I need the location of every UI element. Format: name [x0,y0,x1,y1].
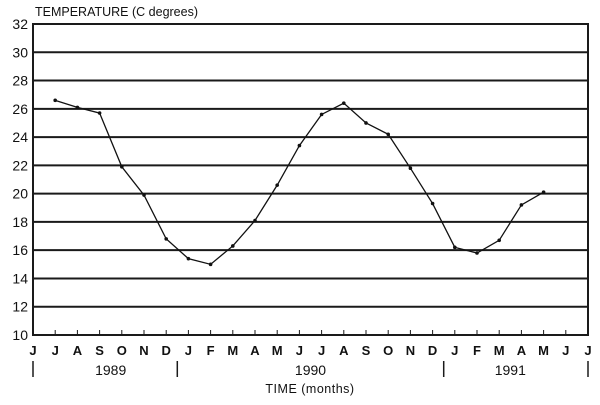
x-tick-label: M [227,343,238,358]
data-point-marker [208,262,213,267]
x-tick-label: A [517,343,527,358]
y-axis: 10 12 14 16 18 20 22 24 26 28 30 32 [12,16,589,343]
y-tick-label: 10 [12,327,28,343]
x-tick-label: J [52,343,59,358]
x-tick-label: A [339,343,349,358]
data-series-temperature [53,98,546,267]
x-tick-label: J [584,343,591,358]
x-tick-label: J [296,343,303,358]
x-tick-label: N [139,343,148,358]
data-point-marker [386,132,391,137]
year-label: 1989 [95,362,126,378]
data-point-marker [186,256,191,261]
x-tick-label: M [494,343,505,358]
y-tick-label: 20 [12,186,28,202]
data-point-marker [97,111,102,115]
data-point-marker [142,193,146,197]
data-point-marker [275,183,280,187]
x-tick-label: J [185,343,192,358]
x-tick-label: S [362,343,371,358]
x-tick-label: O [383,343,393,358]
x-tick-label: M [538,343,549,358]
x-tick-label: M [272,343,283,358]
x-tick-label: D [428,343,437,358]
data-point-marker [430,201,435,206]
data-point-marker [53,98,57,103]
data-point-marker [541,190,546,195]
year-label: 1991 [495,362,526,378]
y-tick-label: 18 [12,214,28,230]
y-tick-label: 24 [12,129,28,145]
y-tick-label: 30 [12,44,28,60]
gridlines [33,23,588,336]
chart-title: TEMPERATURE (C degrees) [35,5,198,19]
x-tick-label: S [95,343,104,358]
year-label: 1990 [295,362,326,378]
y-tick-label: 28 [12,73,28,89]
x-tick-label: J [318,343,325,358]
x-tick-label: F [473,343,481,358]
data-point-marker [342,101,346,105]
data-point-marker [497,238,502,243]
y-tick-label: 26 [12,101,28,117]
data-point-marker [319,112,324,117]
data-point-marker [408,166,413,170]
data-point-marker [164,237,168,241]
data-point-marker [297,143,302,148]
x-tick-label: F [207,343,215,358]
data-point-marker [75,105,80,110]
y-tick-label: 22 [12,157,28,173]
x-tick-label: J [451,343,458,358]
x-tick-label: J [562,343,569,358]
x-tick-label: N [406,343,415,358]
data-point-marker [120,164,124,169]
data-point-marker [231,244,235,248]
data-point-marker [364,121,368,125]
x-tick-label: O [117,343,127,358]
x-tick-label: A [73,343,83,358]
data-point-marker [519,203,524,207]
x-tick-label: J [29,343,36,358]
y-tick-label: 14 [12,270,28,286]
data-point-marker [453,245,457,250]
x-tick-label: A [250,343,260,358]
x-axis-label: TIME (months) [265,382,354,396]
data-point-marker [253,218,257,223]
data-line [55,99,544,266]
y-tick-label: 16 [12,242,28,258]
y-tick-label: 32 [12,16,28,32]
data-point-marker [475,251,479,255]
y-tick-label: 12 [12,299,28,315]
x-tick-label: D [162,343,171,358]
